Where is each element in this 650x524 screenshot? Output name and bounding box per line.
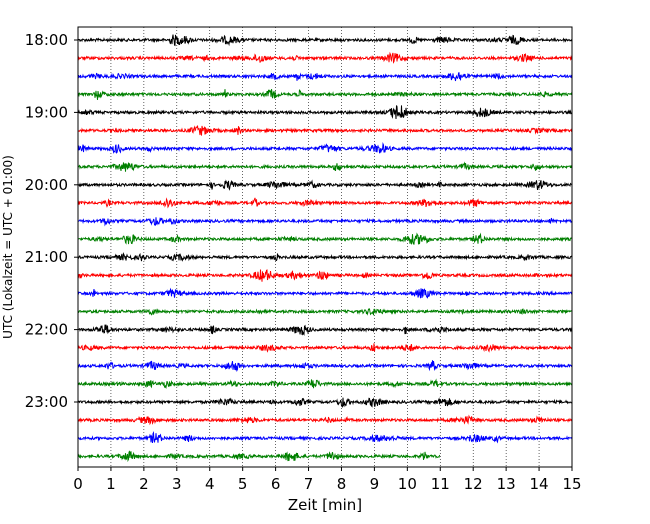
x-tick-label: 9 bbox=[370, 475, 380, 493]
y-tick-label: 20:00 bbox=[25, 176, 68, 194]
y-tick-label: 18:00 bbox=[25, 31, 68, 49]
x-axis-label: Zeit [min] bbox=[288, 496, 362, 514]
seismic-trace bbox=[77, 161, 573, 172]
seismic-trace bbox=[77, 72, 573, 82]
x-tick-label: 14 bbox=[530, 475, 549, 493]
y-tick-label: 22:00 bbox=[25, 321, 68, 339]
seismic-trace bbox=[77, 51, 573, 64]
plot-frame bbox=[77, 26, 573, 468]
y-axis: 18:00 19:00 20:00 21:00 22:00 23:00 bbox=[25, 31, 78, 411]
x-tick-label: 7 bbox=[304, 475, 314, 493]
seismic-trace bbox=[77, 179, 573, 191]
seismic-trace bbox=[77, 397, 573, 408]
seismic-trace bbox=[77, 34, 573, 47]
x-tick-label: 15 bbox=[562, 475, 581, 493]
y-axis-label: UTC (Lokalzeit = UTC + 01:00) bbox=[1, 155, 15, 339]
x-tick-label: 3 bbox=[172, 475, 182, 493]
x-tick-label: 10 bbox=[398, 475, 417, 493]
seismic-trace bbox=[77, 269, 573, 282]
seismic-trace bbox=[77, 197, 573, 209]
x-tick-label: 13 bbox=[497, 475, 516, 493]
x-tick-label: 0 bbox=[73, 475, 83, 493]
y-tick-label: 19:00 bbox=[25, 103, 68, 121]
seismic-trace bbox=[77, 252, 573, 262]
x-tick-label: 12 bbox=[464, 475, 483, 493]
seismic-trace bbox=[77, 125, 573, 136]
seismic-trace bbox=[77, 360, 573, 373]
seismic-trace bbox=[77, 105, 573, 119]
seismic-trace bbox=[77, 217, 573, 227]
seismic-trace bbox=[77, 378, 573, 390]
y-tick-label: 21:00 bbox=[25, 248, 68, 266]
x-tick-label: 11 bbox=[431, 475, 450, 493]
seismic-trace bbox=[77, 89, 573, 100]
x-tick-label: 6 bbox=[271, 475, 281, 493]
seismic-trace bbox=[77, 343, 573, 353]
seismic-trace bbox=[77, 324, 573, 336]
seismic-trace bbox=[77, 232, 573, 245]
x-tick-label: 5 bbox=[238, 475, 248, 493]
seismic-trace bbox=[77, 142, 573, 154]
x-tick-label: 2 bbox=[139, 475, 149, 493]
seismic-trace bbox=[77, 308, 573, 316]
seismic-trace bbox=[77, 450, 441, 463]
x-tick-label: 8 bbox=[337, 475, 347, 493]
x-axis: 0 1 2 3 4 5 6 7 8 9 10 11 12 13 14 15 bbox=[73, 467, 582, 493]
seismic-trace bbox=[77, 431, 573, 444]
grid-layer bbox=[110, 27, 540, 467]
x-tick-label: 1 bbox=[106, 475, 116, 493]
seismic-trace bbox=[77, 287, 573, 299]
seismic-trace bbox=[77, 414, 573, 426]
x-tick-label: 4 bbox=[205, 475, 215, 493]
y-tick-label: 23:00 bbox=[25, 393, 68, 411]
trace-layer bbox=[77, 34, 573, 463]
